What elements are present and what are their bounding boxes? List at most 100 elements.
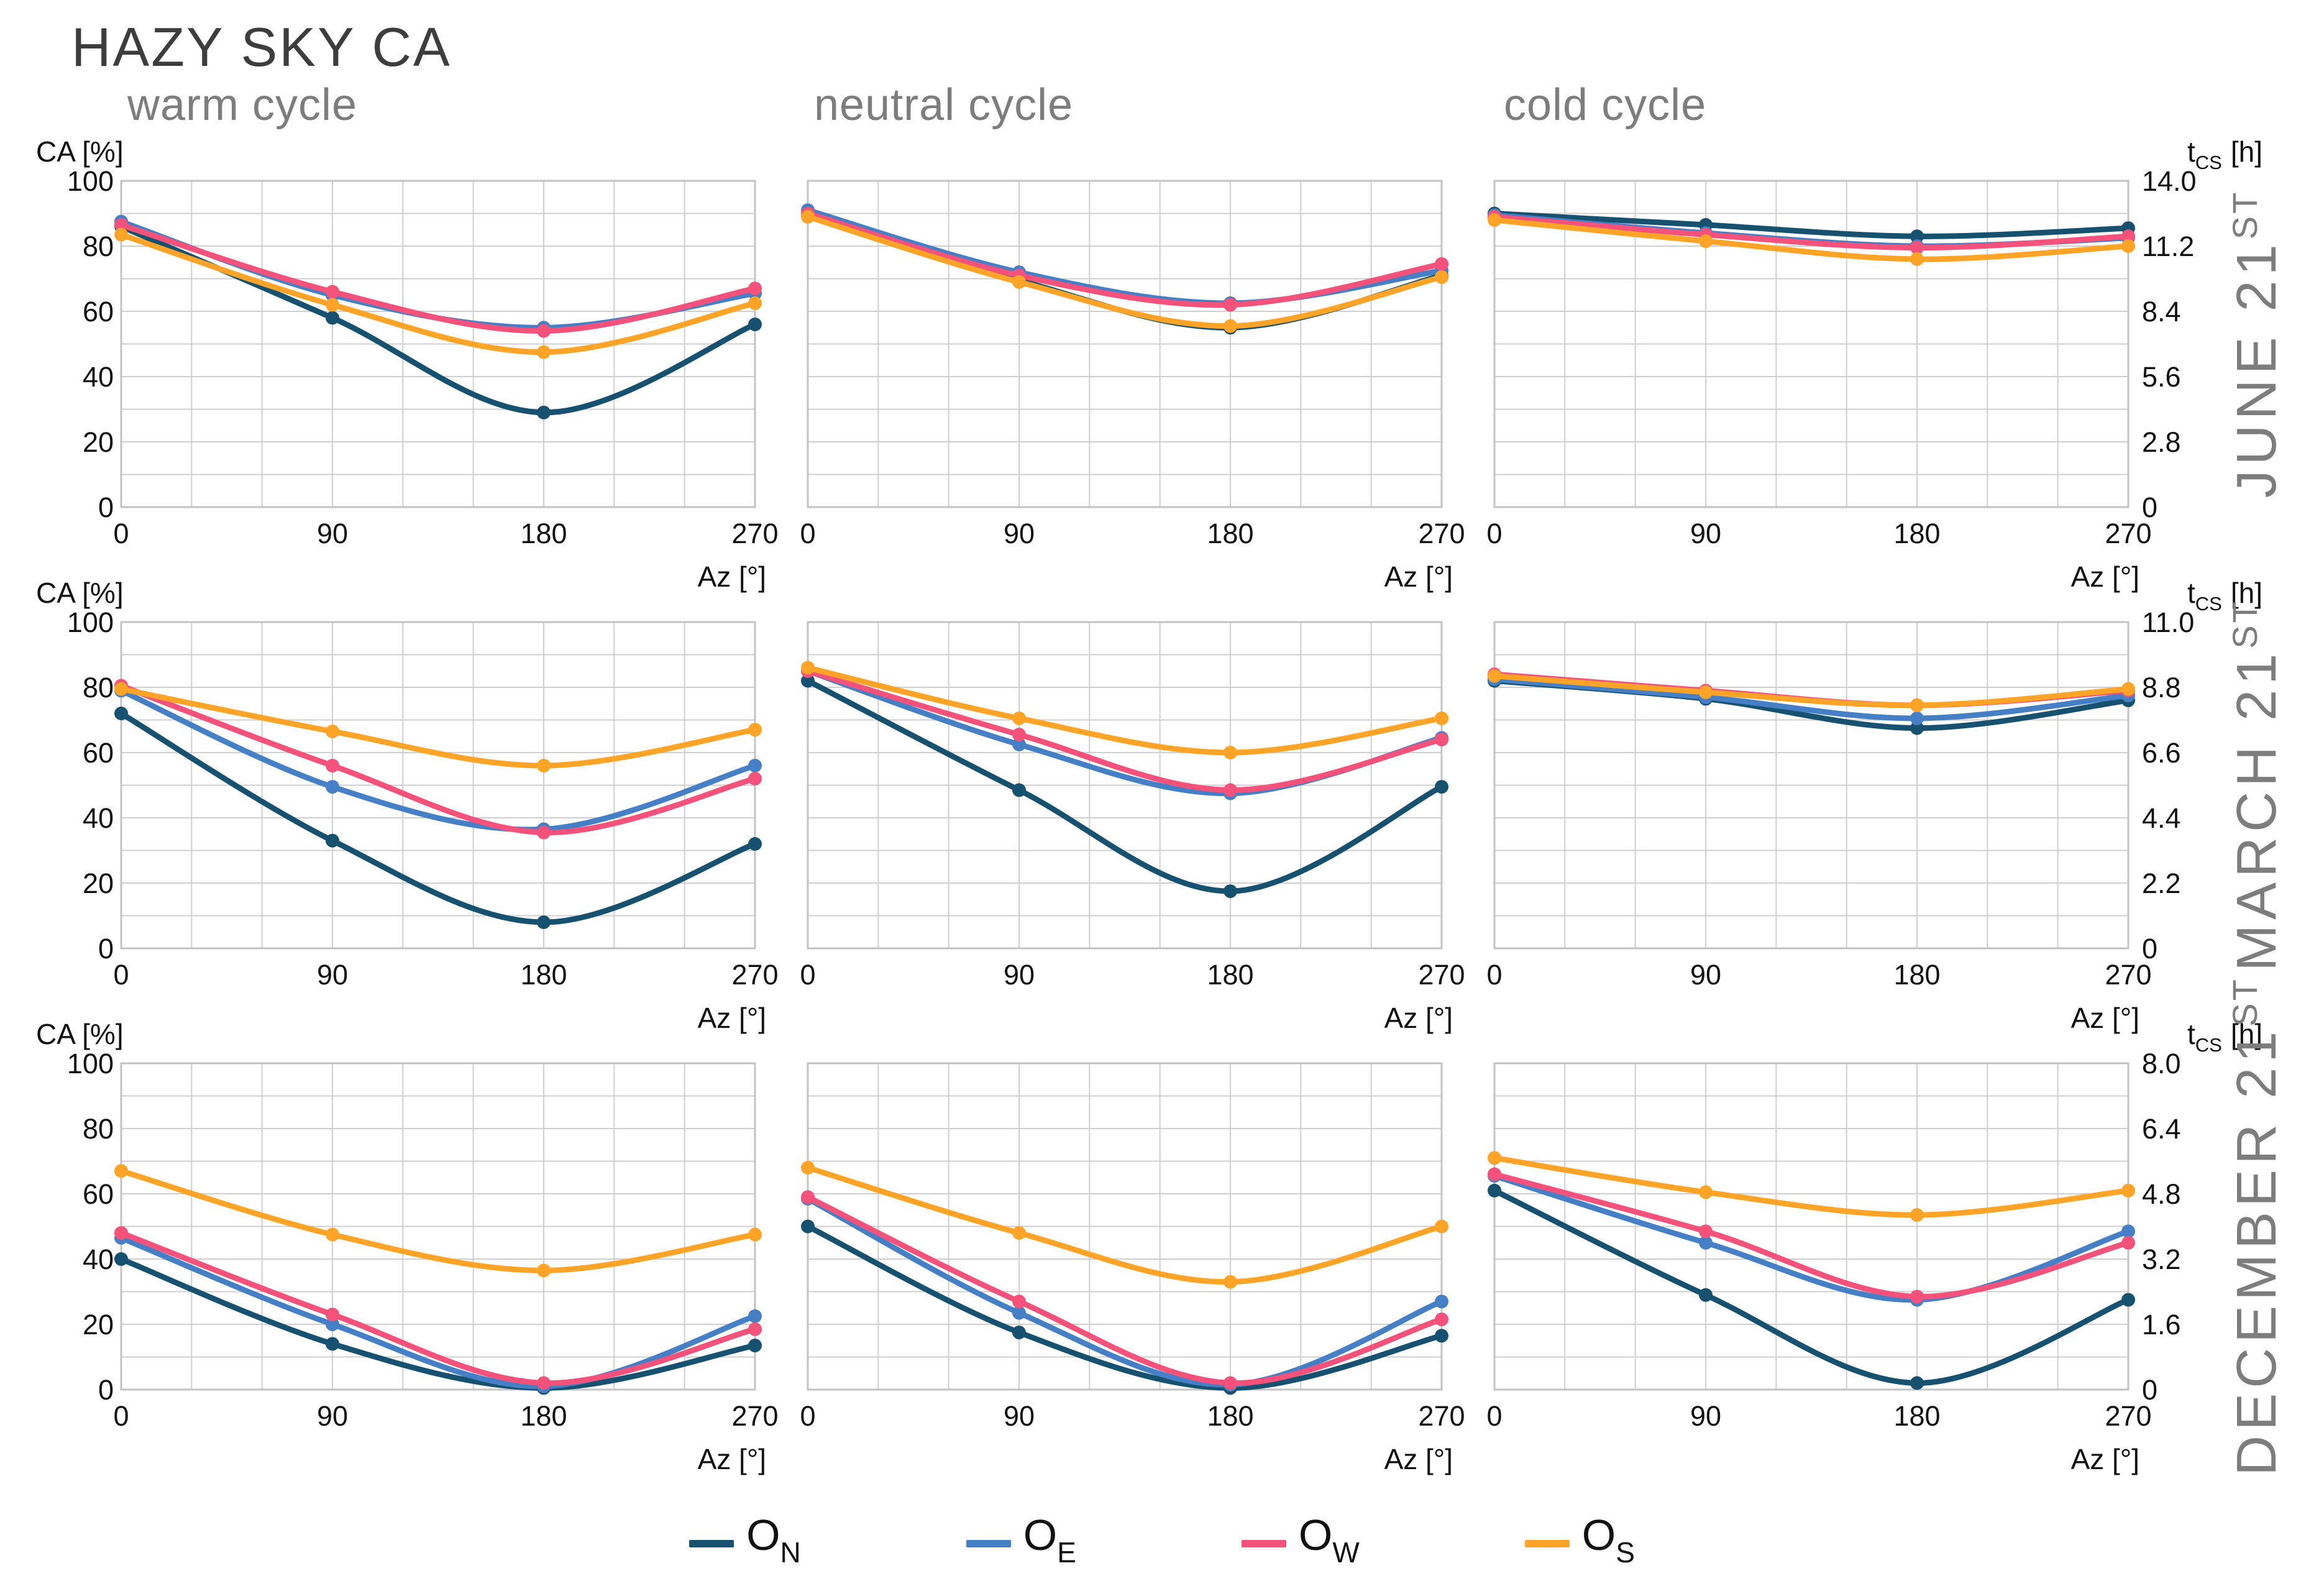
series-point-O_N xyxy=(1435,1329,1448,1343)
series-O_E xyxy=(801,664,1448,800)
plot-frame xyxy=(120,180,756,508)
series-point-O_S xyxy=(1699,685,1713,699)
y-tick-label-left: 20 xyxy=(83,1309,114,1340)
series-point-O_S xyxy=(114,227,128,242)
y-tick-label-left: 20 xyxy=(83,426,114,458)
series-point-O_W xyxy=(1910,241,1924,255)
series-line-O_N xyxy=(118,710,758,925)
series-point-O_W xyxy=(1435,1313,1448,1327)
series-point-O_S xyxy=(326,298,339,312)
gridlines xyxy=(1494,621,2129,949)
y-tick-label-left: 40 xyxy=(83,802,114,834)
x-tick-label: 270 xyxy=(2105,959,2151,991)
series-point-O_S xyxy=(1435,270,1448,284)
plot-frame xyxy=(1493,180,2130,508)
x-tick-label: 90 xyxy=(1690,518,1721,549)
y-tick-label-right: 0 xyxy=(2142,492,2157,523)
series-point-O_E xyxy=(1012,1306,1026,1320)
series-point-O_N xyxy=(1699,1288,1713,1302)
chart-march-21-neutral-cycle: 0 90 180 270 Az [°] xyxy=(800,621,1465,1034)
series-point-O_S xyxy=(1488,213,1501,227)
right-axis-label: tCS [h] xyxy=(2187,135,2262,173)
series-O_W xyxy=(801,206,1448,312)
x-tick-label: 90 xyxy=(1004,959,1035,991)
column-title-warm-cycle: warm cycle xyxy=(127,80,358,130)
y-tick-label-left: 0 xyxy=(98,933,114,964)
series-O_S xyxy=(1488,1151,2135,1222)
x-axis-label: Az [°] xyxy=(1384,561,1453,593)
series-point-O_W xyxy=(1435,733,1448,746)
x-tick-label: 0 xyxy=(800,1400,815,1432)
series-O_S xyxy=(1488,669,2135,712)
y-tick-label-left: 60 xyxy=(83,296,114,328)
series-point-O_N xyxy=(537,405,551,419)
series-point-O_S xyxy=(114,1164,128,1178)
series-O_E xyxy=(114,1230,762,1393)
series-point-O_S xyxy=(537,345,551,359)
chart-grid: 0 90 180 270 Az [°] 0 20 40 60 80 100 CA [%] 0 90 180 2… xyxy=(0,134,2324,1476)
x-tick-label: 180 xyxy=(520,518,567,549)
series-O_W xyxy=(801,1190,1448,1390)
legend-label-O_S: OS xyxy=(1581,1511,1635,1569)
series-line-O_N xyxy=(805,678,1445,894)
chart-june-21-neutral-cycle: 0 90 180 270 Az [°] xyxy=(800,180,1465,593)
series-O_N xyxy=(1488,1183,2135,1390)
series-O_N xyxy=(801,674,1448,899)
series-point-O_W xyxy=(748,772,762,786)
legend-swatch-O_S xyxy=(1524,1540,1570,1547)
series-point-O_W xyxy=(326,285,339,299)
y-tick-label-right: 6.4 xyxy=(2142,1113,2181,1145)
series-point-O_S xyxy=(801,209,815,224)
x-tick-label: 90 xyxy=(317,1400,348,1432)
series-point-O_S xyxy=(1699,234,1713,249)
series-point-O_S xyxy=(1012,275,1026,289)
y-tick-label-right: 6.6 xyxy=(2142,737,2181,769)
right-axis-label: tCS [h] xyxy=(2187,1018,2262,1056)
series-point-O_E xyxy=(1012,737,1026,751)
series-O_S xyxy=(1488,213,2135,266)
series-O_N xyxy=(114,707,762,929)
series-point-O_W xyxy=(1224,1376,1237,1390)
column-title-neutral-cycle: neutral cycle xyxy=(814,80,1074,130)
y-tick-label-right: 0 xyxy=(2142,933,2157,964)
plot-frame xyxy=(807,180,1443,508)
left-axis-label: CA [%] xyxy=(36,135,124,168)
chart-row-december-21: 0 90 180 270 Az [°] 0 20 40 60 80 100 CA [%] 0 90 180 2… xyxy=(0,977,2324,1476)
row-label-december-21: DECEMBER 21ST xyxy=(2225,977,2288,1476)
series-point-O_W xyxy=(748,282,762,296)
series-O_S xyxy=(801,209,1448,333)
series-line-O_N xyxy=(1491,211,2131,239)
x-axis-label: Az [°] xyxy=(698,1443,766,1475)
series-point-O_N xyxy=(326,1337,339,1351)
series-point-O_W xyxy=(801,1190,815,1204)
x-tick-label: 180 xyxy=(520,959,567,991)
x-tick-label: 90 xyxy=(1690,959,1721,991)
y-tick-label-right: 1.6 xyxy=(2142,1309,2181,1340)
series-O_N xyxy=(801,208,1448,335)
y-tick-label-left: 40 xyxy=(83,1244,114,1275)
series-point-O_S xyxy=(1012,1226,1026,1240)
y-tick-label-left: 80 xyxy=(83,231,114,262)
series-point-O_S xyxy=(1910,1208,1924,1222)
x-tick-label: 270 xyxy=(731,518,778,549)
legend-item-O_W: OW xyxy=(1241,1513,1360,1574)
series-line-O_S xyxy=(118,686,758,769)
y-tick-label-right: 5.6 xyxy=(2142,361,2181,393)
y-tick-label-right: 14.0 xyxy=(2142,165,2197,197)
series-point-O_W xyxy=(114,218,128,232)
x-tick-label: 180 xyxy=(1893,518,1940,549)
x-tick-label: 0 xyxy=(113,1400,129,1432)
x-tick-label: 270 xyxy=(2105,1400,2151,1432)
series-point-O_N xyxy=(537,915,551,929)
y-tick-label-right: 11.0 xyxy=(2142,607,2194,638)
y-tick-label-left: 60 xyxy=(83,737,114,769)
x-tick-label: 270 xyxy=(731,959,778,991)
row-label-june-21: JUNE 21ST xyxy=(2225,190,2288,498)
series-line-O_W xyxy=(1491,214,2131,251)
series-point-O_W xyxy=(748,1322,762,1336)
y-tick-label-left: 80 xyxy=(83,1113,114,1145)
y-tick-label-right: 4.8 xyxy=(2142,1178,2181,1210)
